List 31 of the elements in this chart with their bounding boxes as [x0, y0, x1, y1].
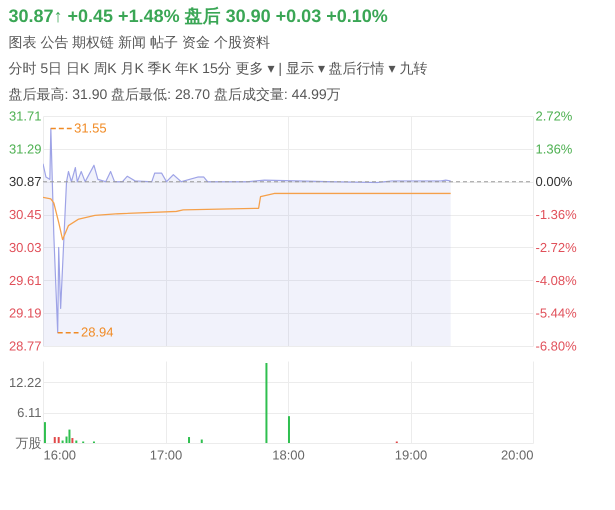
x-tick-label: 17:00 — [150, 448, 182, 462]
y-tick-label: 6.11 — [17, 405, 42, 420]
x-tick-label: 20:00 — [500, 448, 534, 462]
y2-tick-label: 0.00% — [536, 174, 573, 190]
y2-tick-label: -1.36% — [536, 207, 578, 222]
text: 图表 公告 期权链 新闻 帖子 资金 个股资料 — [8, 34, 270, 50]
y-tick-label: 29.19 — [8, 306, 42, 321]
y2-tick-label: -4.08% — [536, 272, 578, 288]
y2-tick-label: 1.36% — [536, 141, 573, 156]
annotation: 28.94 — [80, 324, 114, 340]
chart-title: 30.87↑ +0.45 +1.48% 盘后 30.90 +0.03 +0.10% — [8, 6, 388, 26]
y-tick-label: 28.77 — [8, 338, 42, 354]
x-tick-label: 19:00 — [394, 448, 428, 462]
annotation: 31.55 — [74, 120, 107, 136]
y2-tick-label: -2.72% — [536, 240, 578, 255]
y-tick-label: 12.22 — [8, 374, 42, 390]
y2-tick-label: 2.72% — [536, 108, 573, 124]
y-tick-label: 31.29 — [8, 141, 42, 156]
y-tick-label: 30.03 — [8, 240, 42, 255]
y-tick-label: 万股 — [16, 436, 42, 450]
line-series — [43, 192, 452, 240]
y-tick-label: 29.61 — [8, 272, 42, 288]
y2-tick-label: -6.80% — [536, 338, 578, 354]
text: 分时 5日 日K 周K 月K 季K 年K 15分 更多 ▾ | 显示 ▾ 盘后行情 ▾ 九转 — [8, 60, 428, 76]
text: 盘后最高: 31.90 盘后最低: 28.70 盘后成交量: 44.99万 — [8, 86, 341, 102]
x-tick-label: 16:00 — [44, 448, 76, 462]
y-tick-label: 30.87 — [8, 174, 42, 190]
x-tick-label: 18:00 — [272, 448, 305, 462]
y-tick-label: 31.71 — [8, 108, 42, 124]
y2-tick-label: -5.44% — [536, 306, 578, 321]
y-tick-label: 30.45 — [8, 207, 42, 222]
